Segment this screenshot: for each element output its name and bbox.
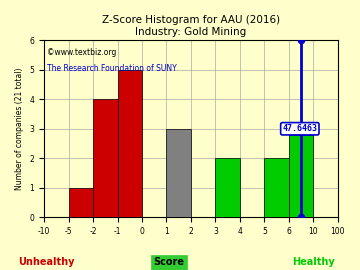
Text: Score: Score [154,257,185,267]
Text: Healthy: Healthy [292,257,334,267]
Y-axis label: Number of companies (21 total): Number of companies (21 total) [15,68,24,190]
Bar [166,129,191,217]
Text: Unhealthy: Unhealthy [19,257,75,267]
Text: ©www.textbiz.org: ©www.textbiz.org [46,48,116,56]
Bar [69,188,93,217]
Title: Z-Score Histogram for AAU (2016)
Industry: Gold Mining: Z-Score Histogram for AAU (2016) Industr… [102,15,280,37]
Bar [215,158,240,217]
Bar [93,99,118,217]
Text: The Research Foundation of SUNY: The Research Foundation of SUNY [46,64,176,73]
Bar [289,129,313,217]
Bar [118,70,142,217]
Bar [264,158,289,217]
Text: 47.6463: 47.6463 [282,124,317,133]
